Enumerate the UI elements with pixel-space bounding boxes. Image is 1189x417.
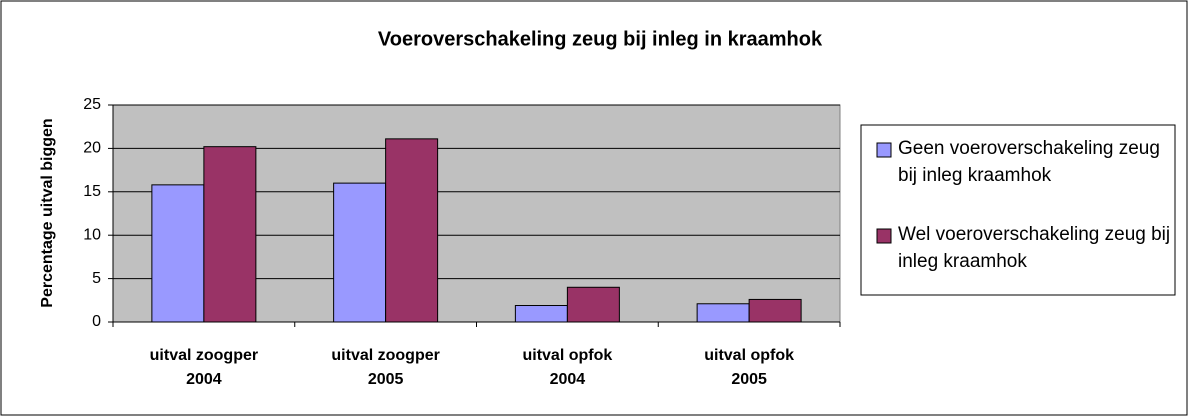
x-tick-label: uitval opfok 2004 — [522, 347, 613, 388]
bar — [151, 184, 205, 323]
chart-title: Voeroverschakeling zeug bij inleg in kra… — [378, 28, 823, 50]
y-tick-label: 25 — [83, 96, 101, 113]
x-tick-label: uitval zoogper 2004 — [149, 347, 259, 388]
y-tick-label: 10 — [83, 226, 101, 243]
bar — [748, 298, 802, 323]
y-tick-label: 5 — [92, 270, 101, 287]
bar — [333, 182, 387, 323]
legend-swatch — [876, 142, 892, 158]
bar — [203, 146, 257, 323]
bar — [696, 303, 750, 323]
legend-label: Wel voeroverschakeling zeug bij inleg kr… — [898, 224, 1171, 272]
bar — [514, 305, 568, 323]
x-tick-label: uitval opfok 2005 — [704, 347, 795, 388]
y-tick-label: 0 — [92, 313, 101, 330]
legend-swatch — [876, 228, 892, 244]
legend-label: Geen voeroverschakeling zeug bij inleg k… — [898, 138, 1160, 186]
y-tick-label: 20 — [83, 140, 101, 157]
y-tick-label: 15 — [83, 183, 101, 200]
bar — [566, 286, 620, 323]
bar — [385, 138, 439, 323]
legend-box — [860, 124, 1176, 296]
y-axis-label: Percentage uitval biggen — [39, 118, 56, 307]
x-tick-label: uitval zoogper 2005 — [331, 347, 440, 388]
